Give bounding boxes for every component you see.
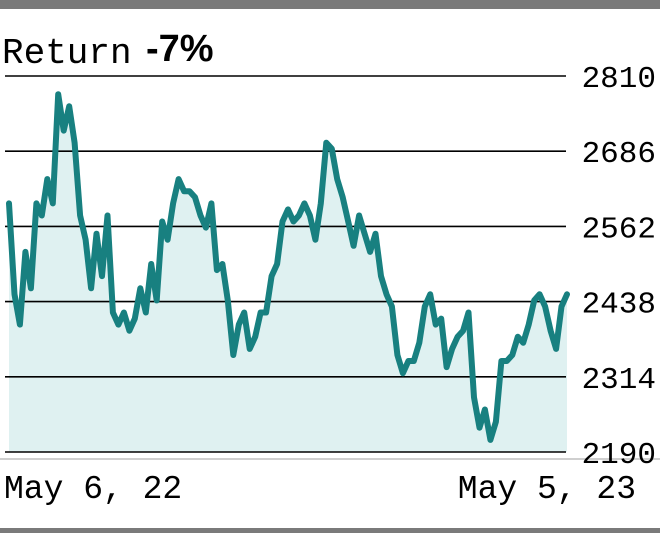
top-frame-bar xyxy=(0,0,660,9)
chart-subtitle: -7% xyxy=(146,28,214,70)
y-tick-label: 2686 xyxy=(582,137,656,172)
y-tick-label: 2438 xyxy=(582,288,656,323)
bottom-frame-bar xyxy=(0,528,660,533)
y-tick-label: 2190 xyxy=(582,438,656,473)
series-line xyxy=(6,91,570,443)
x-start-label: May 6, 22 xyxy=(4,471,182,508)
y-tick-label: 2314 xyxy=(582,363,656,398)
y-tick-label: 2562 xyxy=(582,212,656,247)
y-tick-label: 2810 xyxy=(582,62,656,97)
x-end-label: May 5, 23 xyxy=(458,471,636,508)
area-fill xyxy=(9,94,567,452)
chart-title: Return xyxy=(2,33,132,74)
gridlines xyxy=(5,75,566,453)
y-tick-labels: 2810 2686 2562 2438 2314 2190 xyxy=(582,62,656,473)
